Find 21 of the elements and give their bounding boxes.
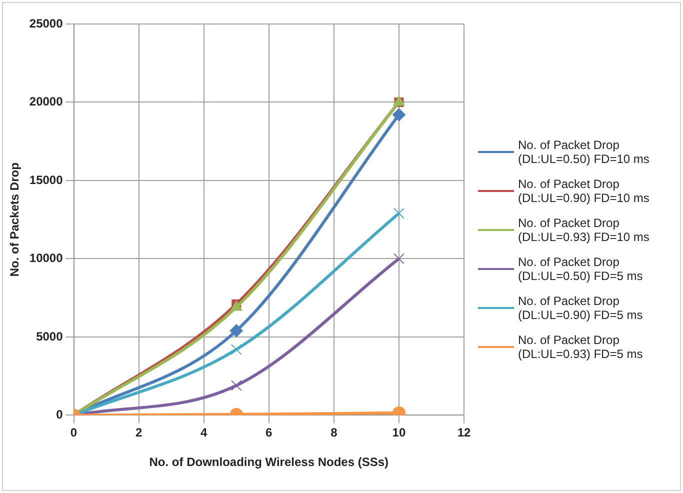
- y-tick-label: 0: [56, 408, 64, 422]
- x-axis-title: No. of Downloading Wireless Nodes (SSs): [149, 455, 389, 470]
- legend-label: No. of Packet Drop (DL:UL=0.93) FD=5 ms: [518, 333, 644, 361]
- legend-label: No. of Packet Drop (DL:UL=0.50) FD=10 ms: [518, 138, 650, 166]
- y-tick-label: 25000: [29, 16, 64, 30]
- x-tick-label: 0: [70, 426, 78, 440]
- legend-label: No. of Packet Drop (DL:UL=0.50) FD=5 ms: [518, 255, 644, 283]
- x-tick-label: 2: [135, 426, 142, 440]
- legend-label: No. of Packet Drop (DL:UL=0.93) FD=10 ms: [518, 216, 650, 244]
- x-tick-label: 12: [457, 426, 471, 440]
- y-tick-label: 20000: [29, 94, 64, 109]
- x-tick-label: 6: [266, 426, 273, 440]
- legend-label: No. of Packet Drop (DL:UL=0.90) FD=10 ms: [518, 177, 650, 205]
- x-tick-label: 8: [330, 426, 338, 440]
- y-tick-label: 15000: [29, 172, 64, 187]
- x-tick-label: 4: [200, 426, 208, 440]
- x-tick-label: 10: [392, 426, 406, 440]
- y-tick-label: 5000: [36, 329, 64, 344]
- y-axis-title: No. of Packets Drop: [8, 162, 22, 277]
- y-tick-label: 10000: [29, 251, 64, 266]
- legend-label: No. of Packet Drop (DL:UL=0.90) FD=5 ms: [518, 294, 644, 322]
